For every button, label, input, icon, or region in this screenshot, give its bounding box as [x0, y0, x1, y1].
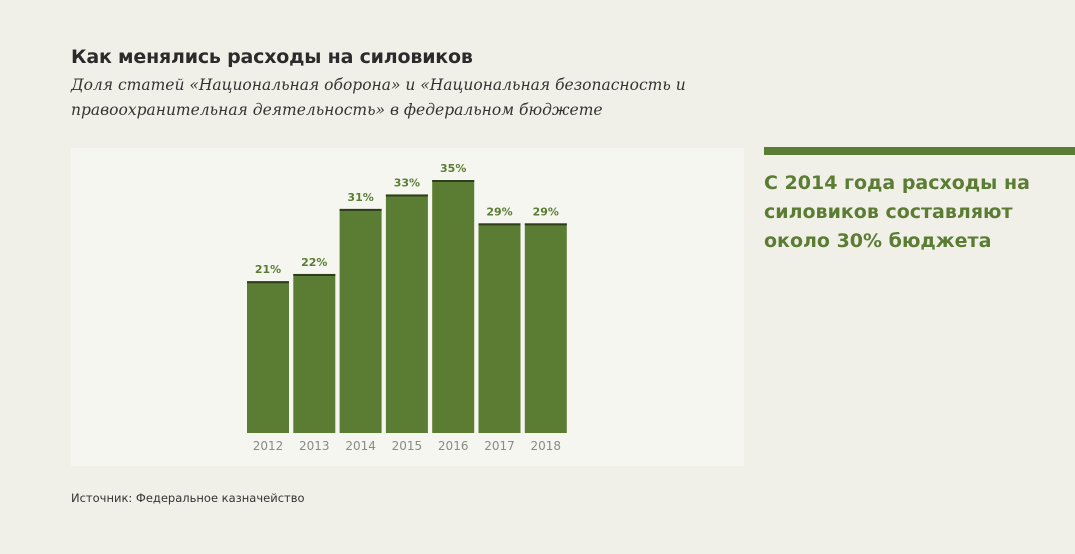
x-tick-label-2017: 2017 [484, 439, 515, 453]
value-label-2012: 21% [255, 263, 281, 276]
bar-2018 [524, 223, 567, 433]
bar-2015 [385, 194, 428, 433]
source-note: Источник: Федеральное казначейство [71, 491, 305, 505]
callout-text: С 2014 года расходы на силовиков составл… [764, 172, 1030, 252]
chart-panel: 21% 2012 22% 2013 31% 2014 33% 2015 35% 2016 29% 20… [71, 148, 744, 466]
bar-2017 [478, 223, 521, 433]
x-tick-label-2012: 2012 [253, 439, 284, 453]
x-tick-label-2016: 2016 [438, 439, 469, 453]
bar-cap-2018 [524, 223, 567, 226]
x-tick-label-2014: 2014 [345, 439, 376, 453]
bar-cap-2013 [293, 273, 336, 276]
bar-chart: 21% 2012 22% 2013 31% 2014 33% 2015 35% 2016 29% 20… [247, 162, 567, 453]
bar-2012 [247, 281, 289, 433]
x-tick-label-2013: 2013 [299, 439, 330, 453]
value-label-2015: 33% [394, 176, 420, 189]
x-tick-label-2018: 2018 [531, 439, 562, 453]
chart-subtitle: Доля статей «Национальная оборона» и «На… [71, 76, 686, 119]
bar-2016 [432, 180, 475, 433]
value-label-2017: 29% [486, 205, 512, 218]
value-label-2014: 31% [347, 191, 373, 204]
bar-cap-2017 [478, 223, 521, 226]
value-label-2016: 35% [440, 162, 466, 175]
value-label-2018: 29% [533, 205, 559, 218]
value-label-2013: 22% [301, 256, 327, 269]
callout-accent-bar [764, 147, 1075, 155]
bar-cap-2016 [432, 180, 475, 182]
bar-cap-2012 [247, 281, 289, 284]
chart-title: Как менялись расходы на силовиков [71, 46, 473, 68]
bar-cap-2015 [385, 194, 428, 197]
x-tick-label-2015: 2015 [392, 439, 423, 453]
bar-cap-2014 [339, 208, 382, 211]
bar-2013 [293, 273, 336, 433]
bar-2014 [339, 208, 382, 433]
